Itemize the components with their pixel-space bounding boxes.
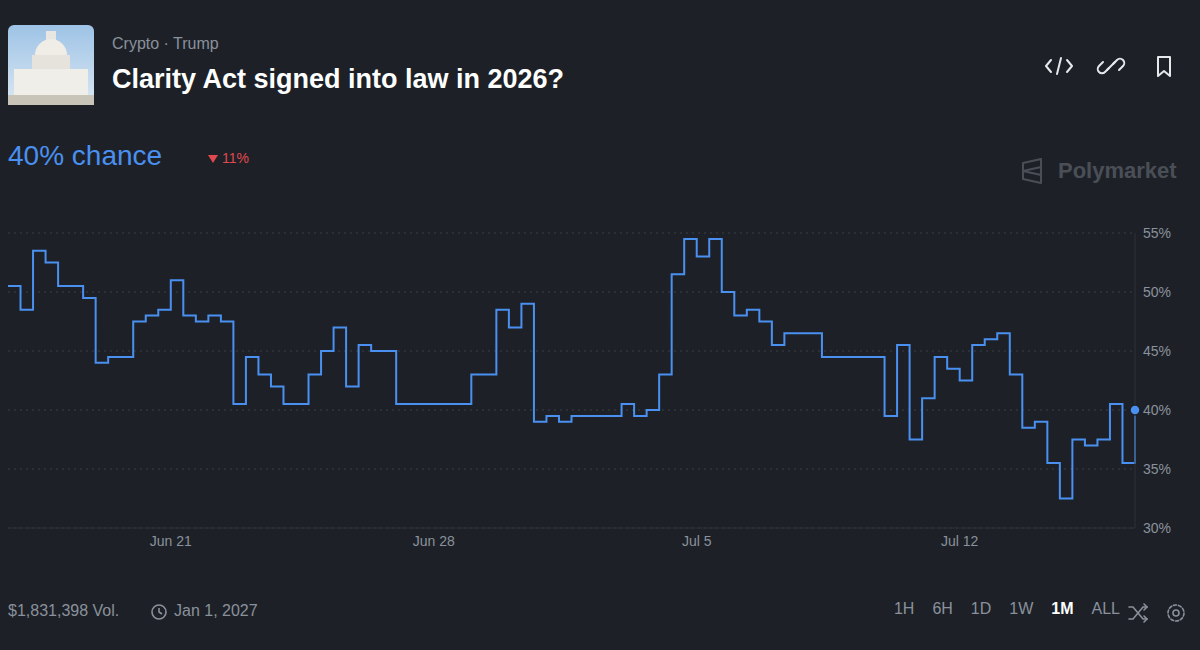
svg-text:Jul 5: Jul 5 (682, 533, 712, 549)
svg-text:45%: 45% (1143, 343, 1171, 359)
svg-text:50%: 50% (1143, 284, 1171, 300)
html-text:Polymarket: Polymarket (1058, 158, 1177, 183)
html-text:40% chance: 40% chance (8, 140, 163, 171)
html-text:6H: 6H (932, 600, 953, 617)
html-text:Clarity Act signed into law in: Clarity Act signed into law in 2026? (112, 64, 565, 94)
svg-text:35%: 35% (1143, 461, 1171, 477)
html-text:$1,831,398 Vol.: $1,831,398 Vol. (8, 602, 120, 619)
svg-text:Jun 28: Jun 28 (413, 533, 455, 549)
html-text:Crypto · Trump: Crypto · Trump (112, 35, 219, 52)
html-text:ALL: ALL (1091, 600, 1120, 617)
svg-text:55%: 55% (1143, 225, 1171, 241)
html-text:1H: 1H (893, 600, 915, 617)
svg-text:40%: 40% (1143, 402, 1171, 418)
svg-text:Jun 21: Jun 21 (150, 533, 192, 549)
html-text:1D: 1D (970, 600, 992, 617)
svg-text:Jul 12: Jul 12 (941, 533, 979, 549)
html-text:11%: 11% (222, 150, 249, 166)
html-text:1M: 1M (1051, 600, 1074, 617)
html-text:Jan 1, 2027: Jan 1, 2027 (174, 602, 258, 619)
svg-text:30%: 30% (1143, 520, 1171, 536)
html-text:1W: 1W (1009, 600, 1034, 617)
